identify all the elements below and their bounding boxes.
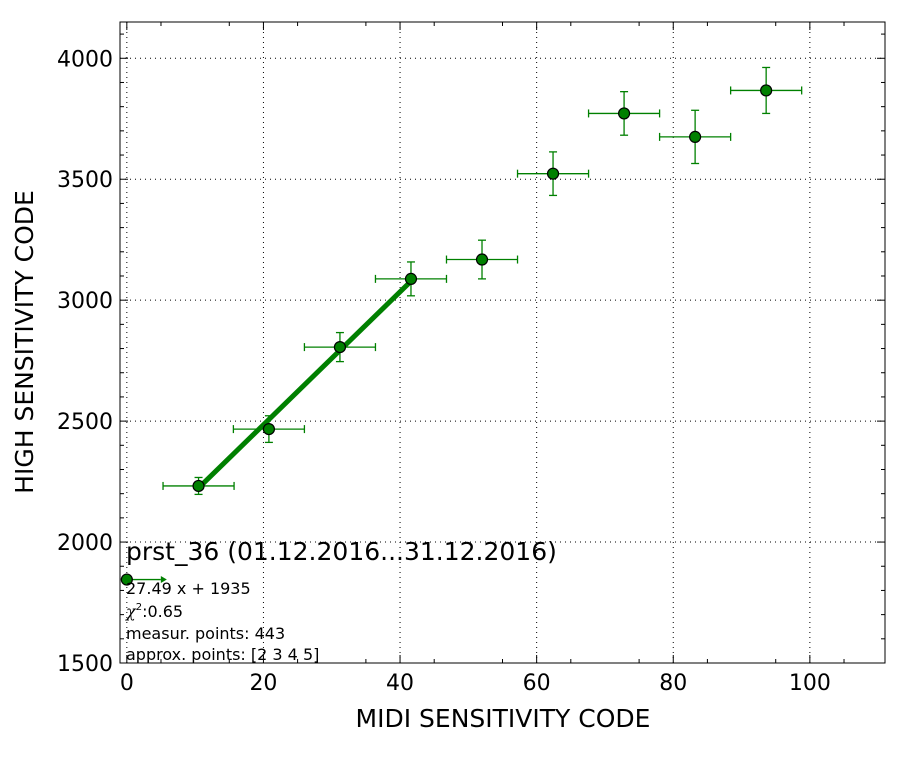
data-point <box>333 340 347 354</box>
data-point-group <box>729 66 803 115</box>
data-point-group <box>162 476 235 496</box>
x-tick-label: 40 <box>386 671 414 696</box>
data-points <box>162 66 803 496</box>
chi-value: :0.65 <box>142 602 183 621</box>
annotation-measured-points: measur. points: 443 <box>126 624 285 643</box>
data-point <box>475 253 489 266</box>
data-point <box>617 107 631 120</box>
y-tick-label: 4000 <box>57 47 113 72</box>
legend-arrow-head <box>160 576 167 584</box>
data-point-group <box>658 109 732 165</box>
chi-symbol: χ <box>125 602 137 621</box>
chi-superscript: 2 <box>136 602 142 613</box>
data-point-group <box>374 261 448 297</box>
x-axis-label: MIDI SENSITIVITY CODE <box>356 704 651 733</box>
x-tick-label: 0 <box>120 671 134 696</box>
data-point <box>262 422 276 436</box>
annotation-chi2: χ2:0.65 <box>125 602 183 621</box>
data-point-group <box>232 415 306 444</box>
x-tick-label: 60 <box>523 671 551 696</box>
grid <box>120 22 885 664</box>
data-point <box>192 479 205 493</box>
x-tick-label: 20 <box>249 671 277 696</box>
annotation-approx-points: approx. points: [2 3 4 5] <box>126 645 319 664</box>
data-point-group <box>516 151 590 197</box>
annotation-title: prst_36 (01.12.2016...31.12.2016) <box>126 537 557 566</box>
y-tick-label: 2500 <box>57 410 113 435</box>
y-tick-label: 2000 <box>57 531 113 556</box>
fit-line <box>196 279 413 490</box>
y-tick-label: 1500 <box>57 652 113 677</box>
y-axis-label: HIGH SENSITIVITY CODE <box>10 190 39 494</box>
y-tick-label: 3000 <box>57 289 113 314</box>
data-point <box>689 130 702 143</box>
annotation-fit-equation: 27.49 x + 1935 <box>126 579 251 598</box>
data-point-group <box>303 331 377 363</box>
fit-line-group <box>196 279 413 490</box>
data-point <box>404 272 418 285</box>
x-tick-label: 80 <box>659 671 687 696</box>
data-point-group <box>445 239 519 280</box>
x-tick-label: 100 <box>789 671 831 696</box>
legend <box>120 573 167 586</box>
y-tick-label: 3500 <box>57 168 113 193</box>
data-point <box>546 167 560 180</box>
legend-marker <box>120 573 133 586</box>
ticks: 0 20 40 60 80 100 1500 2000 2500 3000 3500 4000 <box>57 22 885 696</box>
annotation: prst_36 (01.12.2016...31.12.2016) 27.49 … <box>125 537 557 664</box>
data-point-group <box>587 91 661 136</box>
data-point <box>760 84 773 97</box>
